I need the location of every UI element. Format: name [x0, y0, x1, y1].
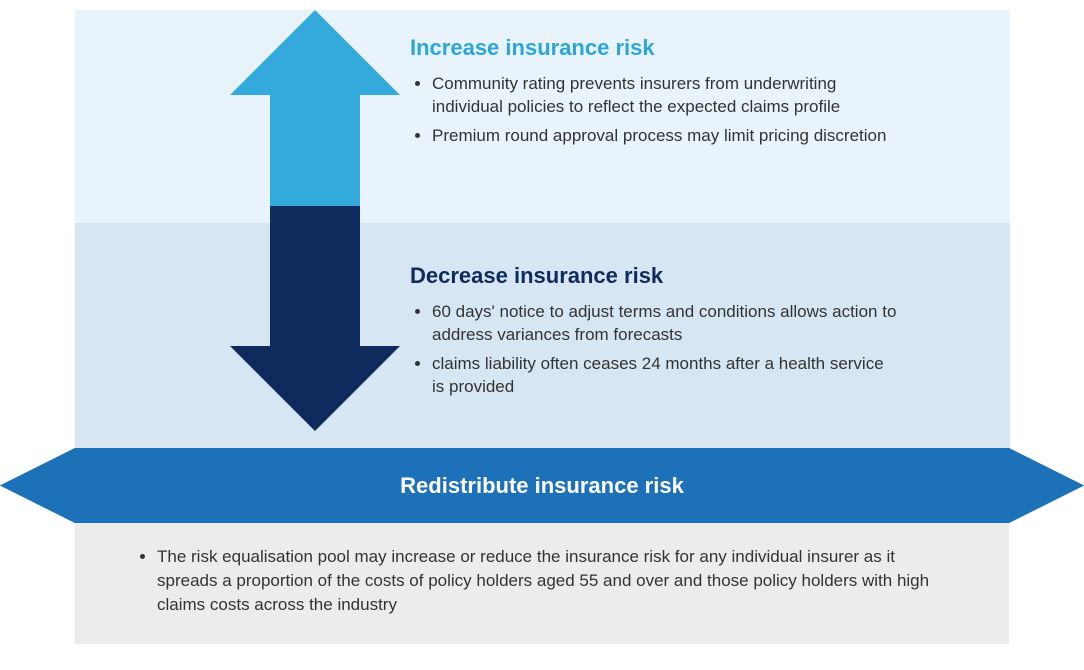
redistribute-bullets: The risk equalisation pool may increase …: [135, 545, 949, 616]
increase-bullets: Community rating prevents insurers from …: [410, 73, 900, 148]
increase-section: Increase insurance risk Community rating…: [75, 10, 1010, 223]
decrease-bullets: 60 days' notice to adjust terms and cond…: [410, 301, 900, 399]
redistribute-section: Redistribute insurance risk The risk equ…: [0, 448, 1084, 644]
redistribute-bullet: The risk equalisation pool may increase …: [157, 545, 949, 616]
decrease-section: Decrease insurance risk 60 days' notice …: [75, 223, 1010, 448]
increase-bullet: Community rating prevents insurers from …: [432, 73, 900, 119]
arrow-up-shape: [230, 10, 400, 240]
arrow-down-icon: [225, 206, 405, 431]
decrease-bullet: claims liability often ceases 24 months …: [432, 353, 900, 399]
increase-heading: Increase insurance risk: [410, 35, 970, 61]
increase-bullet: Premium round approval process may limit…: [432, 125, 900, 148]
decrease-bullet: 60 days' notice to adjust terms and cond…: [432, 301, 900, 347]
redistribute-heading: Redistribute insurance risk: [0, 448, 1084, 523]
arrow-down-shape: [230, 206, 400, 431]
diagram-canvas: Increase insurance risk Community rating…: [75, 10, 1010, 644]
redistribute-body: The risk equalisation pool may increase …: [75, 523, 1009, 644]
decrease-heading: Decrease insurance risk: [410, 263, 970, 289]
arrow-up-icon: [225, 10, 405, 240]
